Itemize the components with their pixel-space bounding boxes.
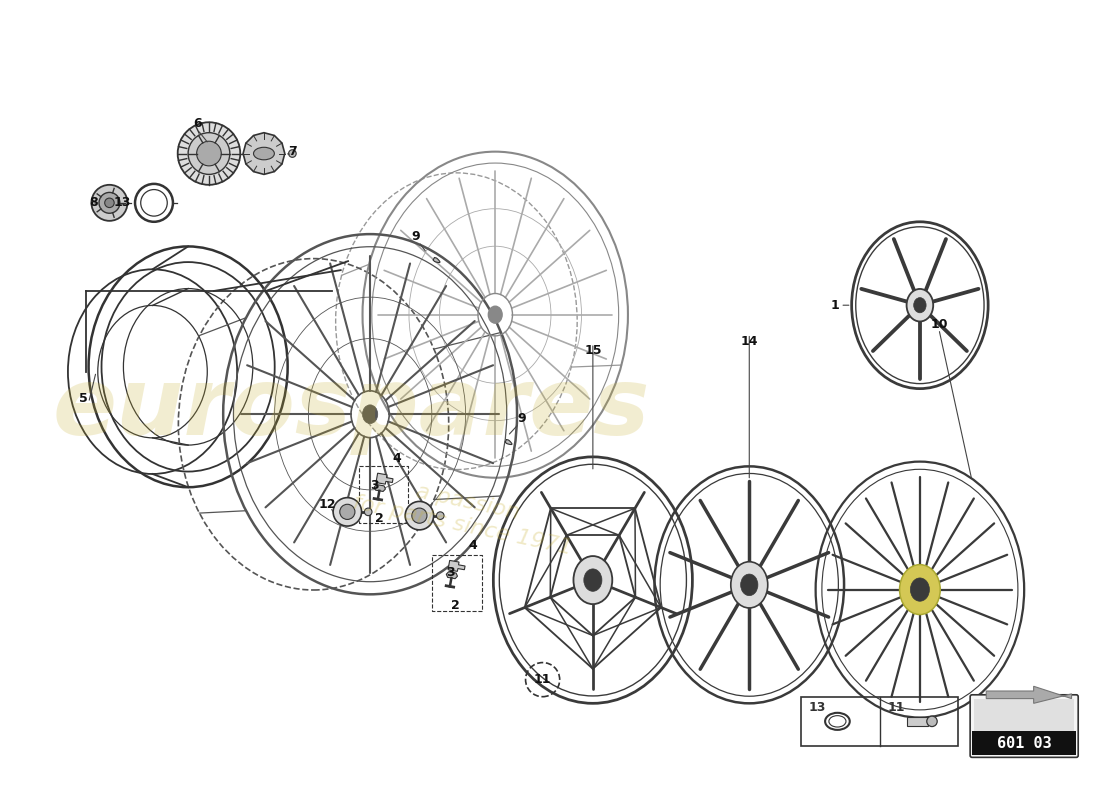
Text: 6: 6: [194, 117, 202, 130]
Ellipse shape: [911, 578, 930, 602]
Text: eurospares: eurospares: [53, 363, 650, 455]
Ellipse shape: [573, 556, 613, 604]
FancyBboxPatch shape: [970, 694, 1078, 758]
Text: 11: 11: [888, 702, 904, 714]
Text: 9: 9: [411, 230, 420, 243]
Bar: [974, 698, 1075, 731]
Text: 2: 2: [375, 512, 384, 525]
Ellipse shape: [363, 405, 377, 423]
Circle shape: [104, 198, 114, 207]
Circle shape: [405, 502, 433, 530]
Text: 7: 7: [288, 145, 297, 158]
Text: 1: 1: [830, 298, 839, 312]
Text: 8: 8: [89, 196, 98, 210]
Text: 12: 12: [319, 498, 337, 510]
Polygon shape: [448, 560, 465, 571]
Bar: [972, 731, 1076, 755]
Ellipse shape: [288, 150, 296, 158]
Bar: [908, 717, 928, 726]
Polygon shape: [374, 485, 385, 491]
Text: 2: 2: [451, 599, 460, 612]
Circle shape: [99, 193, 120, 214]
Text: 4: 4: [393, 452, 402, 466]
Text: 13: 13: [808, 702, 826, 714]
Circle shape: [364, 508, 372, 516]
Ellipse shape: [730, 562, 768, 608]
Ellipse shape: [900, 565, 940, 614]
Text: 3: 3: [371, 479, 380, 492]
Text: 3: 3: [447, 566, 455, 579]
Text: 10: 10: [931, 318, 947, 330]
Text: 9: 9: [517, 413, 526, 426]
Ellipse shape: [927, 716, 937, 726]
Circle shape: [411, 508, 427, 523]
Text: 13: 13: [113, 196, 131, 210]
Polygon shape: [447, 572, 458, 578]
Polygon shape: [376, 473, 393, 484]
Text: 5: 5: [79, 392, 88, 405]
Polygon shape: [243, 133, 285, 174]
Circle shape: [188, 133, 230, 174]
Text: 14: 14: [740, 334, 758, 348]
Circle shape: [340, 504, 355, 519]
Ellipse shape: [488, 306, 502, 323]
Polygon shape: [505, 439, 513, 445]
Ellipse shape: [253, 147, 274, 160]
Polygon shape: [433, 258, 440, 262]
Bar: [802, 697, 958, 746]
Text: a passion
for parts since 1971: a passion for parts since 1971: [351, 470, 579, 558]
Text: 4: 4: [469, 538, 477, 551]
Ellipse shape: [906, 289, 933, 322]
Text: 601 03: 601 03: [997, 736, 1052, 750]
Polygon shape: [987, 686, 1071, 703]
Circle shape: [91, 185, 128, 221]
Ellipse shape: [584, 569, 602, 591]
Ellipse shape: [914, 298, 926, 313]
Circle shape: [437, 512, 444, 519]
Text: 11: 11: [534, 673, 551, 686]
Circle shape: [197, 142, 221, 166]
Ellipse shape: [740, 574, 758, 596]
Circle shape: [333, 498, 362, 526]
Text: 15: 15: [584, 344, 602, 358]
Circle shape: [178, 122, 240, 185]
